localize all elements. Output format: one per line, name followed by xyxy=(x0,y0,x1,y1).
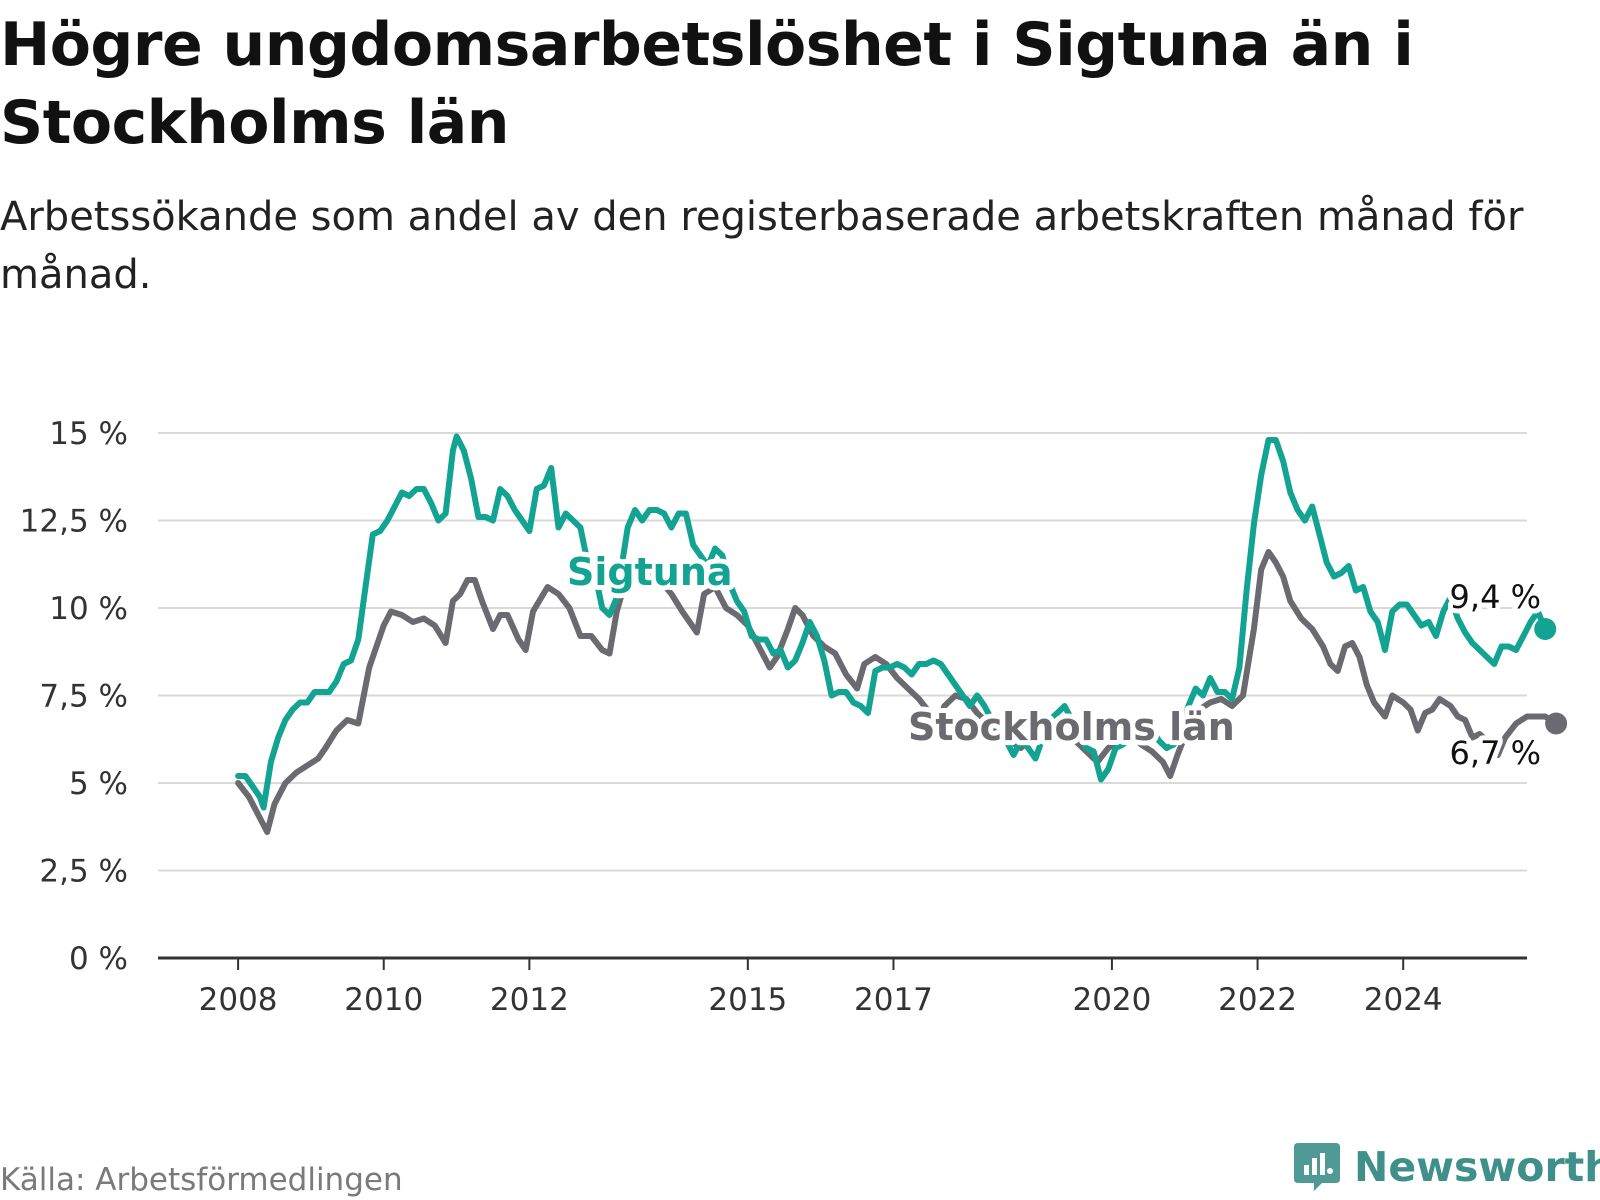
end-point-sigtuna xyxy=(1534,618,1557,640)
source-note: Källa: Arbetsförmedlingen xyxy=(0,1162,403,1198)
y-tick-label: 7,5 % xyxy=(39,679,128,715)
y-tick-label: 10 % xyxy=(49,591,128,627)
x-tick-label: 2012 xyxy=(490,982,569,1018)
x-tick-label: 2010 xyxy=(344,982,423,1018)
x-tick-label: 2015 xyxy=(708,982,787,1018)
y-tick-label: 2,5 % xyxy=(39,854,128,890)
y-tick-label: 15 % xyxy=(49,416,128,452)
y-tick-label: 12,5 % xyxy=(20,504,128,540)
series-label-stockholms-lan: Stockholms län xyxy=(908,705,1235,749)
series-line-sigtuna xyxy=(235,433,1549,811)
series-line-stockholms-lan xyxy=(235,549,1560,835)
x-tick-label: 2022 xyxy=(1218,982,1297,1018)
x-tick-label: 2008 xyxy=(199,982,278,1018)
end-label-sigtuna: 9,4 % xyxy=(1450,578,1541,616)
end-label-stockholms-lan: 6,7 % xyxy=(1450,734,1541,772)
y-tick-label: 5 % xyxy=(69,766,128,802)
x-tick-label: 2020 xyxy=(1072,982,1151,1018)
brand-logo: Newsworthy xyxy=(1292,1142,1600,1192)
y-tick-label: 0 % xyxy=(69,941,128,977)
newsworthy-logo-icon xyxy=(1294,1143,1340,1191)
y-axis-ticks: 0 % 2,5 % 5 % 7,5 % 10 % 12,5 % 15 % xyxy=(20,416,128,977)
line-chart: 0 %2,5 %5 %7,5 %10 %12,5 %15 % 2008 2010 2… xyxy=(20,416,1568,1018)
grid-lines xyxy=(158,432,1527,872)
x-axis: 2008 2010 2012 2015 2017 2020 2022 2024 xyxy=(158,956,1527,1018)
end-point-stockholms-lan xyxy=(1545,712,1568,735)
x-tick-label: 2017 xyxy=(854,982,933,1018)
series-label-sigtuna: Sigtuna xyxy=(567,550,733,594)
series-lines xyxy=(235,433,1568,835)
chart-title: Högre ungdomsarbetslöshet i Sigtuna än i… xyxy=(0,10,1414,158)
chart-subtitle: Arbetssökande som andel av den registerb… xyxy=(0,194,1524,298)
brand-name: Newsworthy xyxy=(1354,1143,1600,1191)
x-tick-label: 2024 xyxy=(1364,982,1443,1018)
series-labels: Sigtuna Stockholms län 9,4 % 6,7 % xyxy=(562,545,1546,777)
